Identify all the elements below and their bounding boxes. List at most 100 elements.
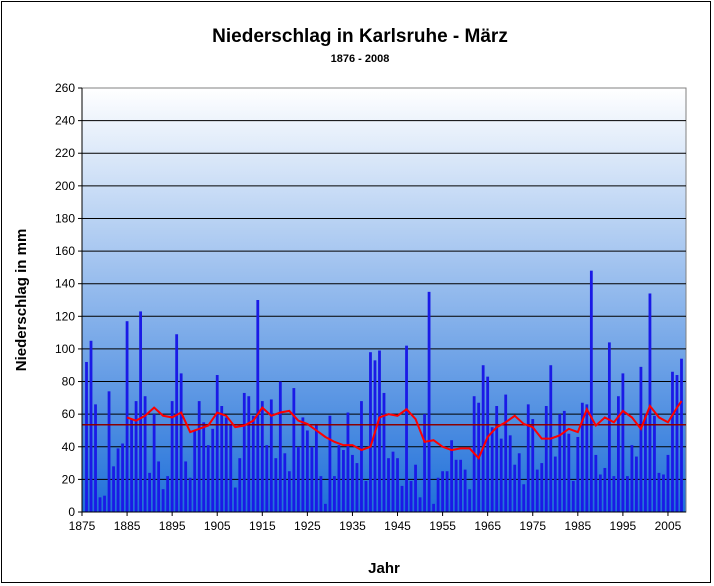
y-tick-label: 80 xyxy=(62,375,76,389)
bar xyxy=(369,352,372,512)
bar xyxy=(206,445,210,512)
y-tick-label: 60 xyxy=(62,407,76,421)
bar xyxy=(486,376,490,512)
bar xyxy=(571,481,575,512)
bar xyxy=(134,401,138,512)
bar xyxy=(504,394,508,512)
bar xyxy=(337,445,341,512)
gridlines xyxy=(82,120,686,480)
bar xyxy=(589,270,593,512)
bar xyxy=(314,423,318,512)
bar xyxy=(296,446,300,512)
y-axis: 0 20 40 60 80 100 120 140 160 180 200 220 240 260 xyxy=(55,81,83,519)
bar xyxy=(630,445,634,512)
bar xyxy=(328,415,332,512)
bar xyxy=(553,456,557,512)
bar xyxy=(342,450,345,512)
x-tick-label: 1955 xyxy=(429,519,456,533)
bar xyxy=(499,438,503,512)
bar xyxy=(616,396,620,512)
bar xyxy=(436,477,440,512)
bar xyxy=(612,476,616,512)
y-tick-label: 100 xyxy=(55,342,75,356)
bar xyxy=(441,471,444,512)
y-tick-label: 140 xyxy=(55,277,75,291)
bar xyxy=(121,443,124,512)
bar xyxy=(152,414,156,512)
bar xyxy=(292,388,296,512)
bar xyxy=(405,345,408,512)
bar xyxy=(508,435,512,512)
bar xyxy=(351,454,354,512)
x-tick-label: 1985 xyxy=(564,519,591,533)
bar xyxy=(175,334,179,512)
bar xyxy=(535,469,539,512)
x-tick-label: 1895 xyxy=(159,519,186,533)
bar xyxy=(558,414,562,512)
bar xyxy=(531,419,535,512)
bar xyxy=(274,458,278,512)
x-tick-label: 1885 xyxy=(114,519,141,533)
y-tick-label: 0 xyxy=(68,505,75,519)
bar xyxy=(495,406,499,512)
chart-title: Niederschlag in Karlsruhe - März xyxy=(212,26,508,47)
bar xyxy=(468,489,472,512)
bar xyxy=(112,466,115,512)
bar xyxy=(522,484,526,512)
bar xyxy=(238,458,242,512)
x-tick-label: 1945 xyxy=(384,519,411,533)
bar xyxy=(242,392,246,512)
bar xyxy=(666,454,670,512)
bar xyxy=(653,415,656,512)
moving-average-line xyxy=(126,400,683,461)
bar xyxy=(662,474,665,512)
bar xyxy=(481,365,485,512)
bar xyxy=(98,497,102,512)
x-tick-label: 1915 xyxy=(249,519,276,533)
bar xyxy=(454,459,458,512)
bar xyxy=(125,321,129,512)
bar xyxy=(459,459,463,512)
bar xyxy=(671,371,674,512)
bar xyxy=(621,373,625,512)
bar xyxy=(166,476,170,512)
bar xyxy=(224,417,228,512)
bar xyxy=(409,481,413,512)
bar xyxy=(526,404,530,512)
bar xyxy=(94,404,97,512)
bar xyxy=(432,503,435,512)
bar xyxy=(211,428,215,512)
bar xyxy=(450,440,454,512)
bar xyxy=(585,404,589,512)
x-tick-label: 1935 xyxy=(339,519,366,533)
bar xyxy=(319,476,323,512)
y-tick-label: 200 xyxy=(55,179,75,193)
bar xyxy=(396,458,399,512)
bar xyxy=(626,476,629,512)
y-tick-label: 260 xyxy=(55,81,75,95)
bar xyxy=(657,472,661,512)
bar xyxy=(256,300,260,512)
bar xyxy=(418,497,422,512)
x-axis-label: Jahr xyxy=(368,560,400,577)
x-tick-label: 1965 xyxy=(474,519,501,533)
bar xyxy=(310,446,314,512)
bar xyxy=(184,461,188,512)
bar xyxy=(103,495,106,512)
bar xyxy=(567,433,571,512)
y-tick-label: 240 xyxy=(55,114,75,128)
bar xyxy=(648,293,652,512)
x-axis: 1875 1885 1895 1905 1915 1925 1935 1945 1955 1965… xyxy=(69,511,686,533)
bar xyxy=(305,430,309,512)
bar xyxy=(202,422,206,512)
bar xyxy=(490,427,494,512)
bar xyxy=(364,481,368,512)
x-tick-label: 1975 xyxy=(519,519,546,533)
x-tick-label: 1905 xyxy=(204,519,231,533)
bar xyxy=(170,401,174,512)
bar xyxy=(517,453,521,512)
bar xyxy=(283,453,287,512)
bar xyxy=(161,489,165,512)
bar xyxy=(301,417,305,512)
bar xyxy=(603,467,607,512)
